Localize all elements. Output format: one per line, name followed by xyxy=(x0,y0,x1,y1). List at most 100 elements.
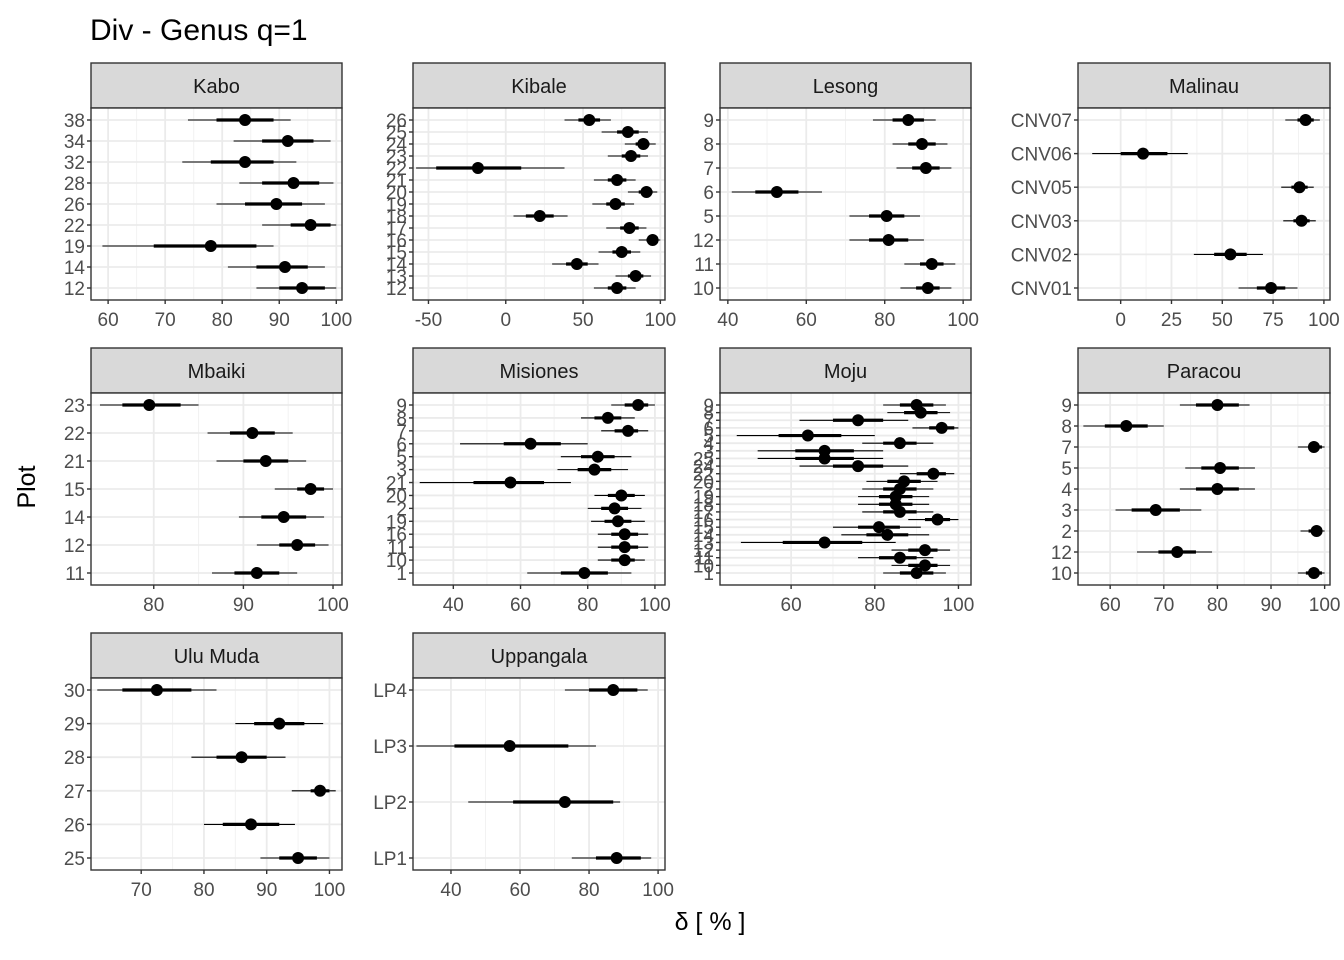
point-estimate-7 xyxy=(1307,441,1320,453)
y-tick-label: 24 xyxy=(386,135,408,156)
x-tick-label: 40 xyxy=(443,595,464,616)
y-tick-label: 2 xyxy=(396,499,407,520)
point-estimate-23 xyxy=(143,399,156,411)
y-tick-label: 6 xyxy=(703,183,714,204)
point-estimate-22 xyxy=(246,427,259,439)
facet-strip-label: Misiones xyxy=(500,361,579,383)
y-tick-label: 13 xyxy=(693,533,714,554)
y-tick-label: 19 xyxy=(64,237,85,258)
point-estimate-12 xyxy=(918,544,931,557)
y-tick-label: 14 xyxy=(64,258,86,279)
facet-strip-label: Moju xyxy=(824,361,867,383)
y-tick-label: 7 xyxy=(703,159,714,180)
x-tick-label: 100 xyxy=(639,595,671,616)
point-estimate-25 xyxy=(621,126,634,138)
data-marks xyxy=(99,399,334,579)
point-estimate-12 xyxy=(882,234,895,246)
y-tick-label: 22 xyxy=(693,465,714,486)
y-tick-label: 28 xyxy=(64,748,85,769)
y-tick-label: 11 xyxy=(694,255,714,276)
y-tick-label: 6 xyxy=(703,419,714,440)
data-marks xyxy=(1092,114,1320,294)
data-marks xyxy=(97,684,336,864)
point-estimate-10 xyxy=(1307,567,1320,579)
y-tick-label: 12 xyxy=(693,231,714,252)
y-tick-label: 32 xyxy=(64,153,85,174)
point-estimate-3 xyxy=(1149,504,1162,516)
y-tick-label: LP2 xyxy=(373,793,407,814)
panel-border xyxy=(412,677,666,871)
x-tick-label: 100 xyxy=(1308,310,1340,331)
y-tick-label: 11 xyxy=(694,549,714,570)
facet-strip-label: Mbaiki xyxy=(188,361,246,383)
point-estimate-13 xyxy=(629,270,642,282)
point-estimate-1 xyxy=(578,567,591,579)
point-estimate-15 xyxy=(304,483,317,495)
point-estimate-21 xyxy=(504,476,517,489)
y-tick-label: CNV07 xyxy=(1011,111,1072,132)
point-estimate-19 xyxy=(611,515,624,528)
y-tick-label: 9 xyxy=(396,396,407,417)
point-estimate-10 xyxy=(918,559,931,572)
y-tick-label: CNV05 xyxy=(1011,178,1072,199)
x-tick-label: 90 xyxy=(233,595,254,616)
point-estimate-5 xyxy=(591,450,604,463)
point-estimate-4 xyxy=(893,437,906,450)
y-tick-label: 9 xyxy=(703,111,714,132)
y-tick-label: 18 xyxy=(693,495,714,516)
x-tick-label: 60 xyxy=(1100,595,1121,616)
y-tick-label: 8 xyxy=(703,135,714,156)
y-tick-label: 20 xyxy=(693,472,714,493)
x-tick-label: 100 xyxy=(320,310,352,331)
y-tick-label: 3 xyxy=(703,442,714,463)
y-tick-label: 38 xyxy=(64,111,85,132)
y-tick-label: 23 xyxy=(64,396,85,417)
point-estimate-19 xyxy=(609,198,622,210)
x-tick-label: 40 xyxy=(717,310,738,331)
point-estimate-25 xyxy=(818,452,831,465)
facet-strip xyxy=(90,632,343,679)
y-tick-label: 20 xyxy=(386,183,407,204)
y-tick-label: CNV01 xyxy=(1011,279,1072,300)
point-estimate-6 xyxy=(524,437,537,450)
y-tick-label: 10 xyxy=(693,279,714,300)
x-tick-label: 70 xyxy=(1153,595,1174,616)
chart-title: Div - Genus q=1 xyxy=(90,14,308,47)
point-estimate-17 xyxy=(893,505,906,518)
x-tick-label: 60 xyxy=(510,595,531,616)
point-estimate-27 xyxy=(314,784,327,797)
y-tick-label: 26 xyxy=(64,815,85,836)
facet-panel: Mbaiki 23 22 21 15 14 12 11 80 90 100 xyxy=(64,347,349,616)
point-estimate-4 xyxy=(1211,483,1224,495)
y-tick-label: 11 xyxy=(387,538,407,559)
y-tick-label: 25 xyxy=(693,449,714,470)
point-estimate-2 xyxy=(608,502,621,515)
point-estimate-9 xyxy=(902,114,915,126)
point-estimate-2 xyxy=(1310,525,1323,537)
panel-background xyxy=(413,393,665,585)
facet-panel: Moju987654325242220219181716151413121110… xyxy=(693,347,974,616)
y-tick-label: 12 xyxy=(386,279,407,300)
x-tick-label: 60 xyxy=(509,880,530,901)
point-estimate-LP2 xyxy=(558,796,571,808)
x-tick-label: 80 xyxy=(577,595,598,616)
x-tick-label: 90 xyxy=(1260,595,1281,616)
y-tick-label: 16 xyxy=(386,231,407,252)
x-tick-label: 90 xyxy=(256,880,277,901)
x-tick-label: 50 xyxy=(1212,310,1233,331)
y-tick-label: LP1 xyxy=(373,849,407,870)
point-estimate-12 xyxy=(296,282,309,294)
x-tick-label: 100 xyxy=(317,595,349,616)
data-marks xyxy=(419,399,655,579)
y-tick-label: CNV02 xyxy=(1011,245,1072,266)
x-tick-label: 90 xyxy=(269,310,290,331)
x-tick-label: 80 xyxy=(864,595,885,616)
y-tick-label: 8 xyxy=(1061,417,1072,438)
point-estimate-30 xyxy=(150,684,163,696)
point-estimate-13 xyxy=(818,536,831,549)
point-estimate-34 xyxy=(281,135,294,147)
y-tick-label: 29 xyxy=(64,715,85,736)
y-tick-label: 25 xyxy=(386,123,407,144)
